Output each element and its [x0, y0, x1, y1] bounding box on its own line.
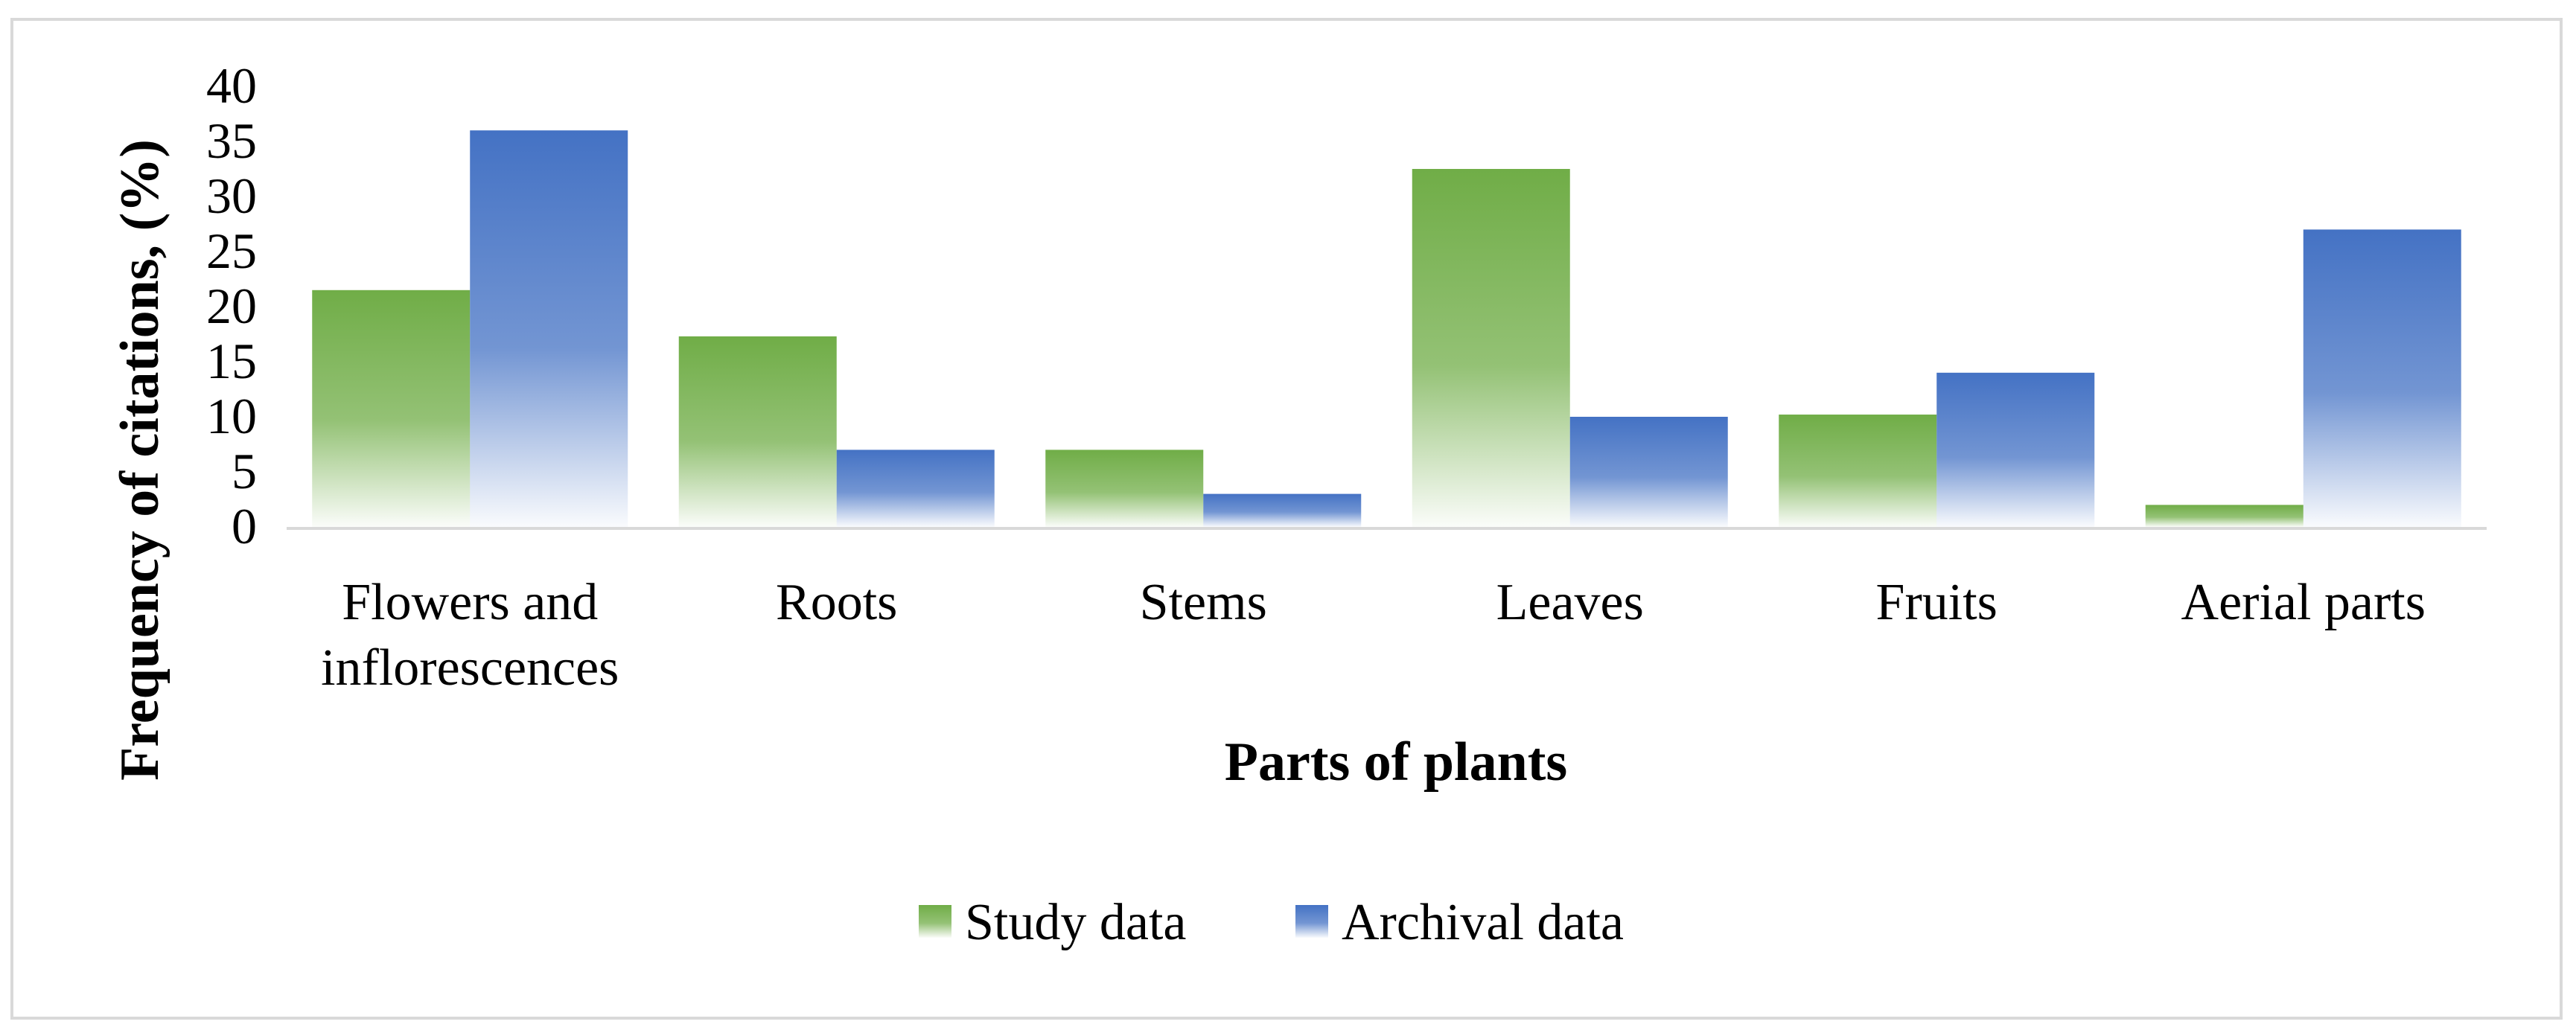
bar-study — [1779, 415, 1937, 527]
bar-archival — [2303, 229, 2461, 527]
y-tick-label: 25 — [206, 223, 257, 279]
bar-study — [678, 336, 837, 527]
bar-archival — [470, 130, 628, 527]
y-tick-label: 10 — [206, 388, 257, 444]
x-category-label: Stems — [1140, 574, 1267, 631]
bar-study — [1412, 169, 1570, 527]
legend-swatch — [919, 905, 951, 938]
y-tick-label: 15 — [206, 333, 257, 389]
x-category-label: Roots — [776, 574, 897, 631]
y-axis-title: Frequency of citations, (%) — [109, 139, 170, 781]
y-tick-label: 40 — [206, 57, 257, 114]
x-category-label: Aerial parts — [2181, 574, 2426, 631]
y-tick-label: 5 — [232, 443, 257, 499]
x-axis-category-labels: Flowers and inflorescences Roots Stems Leave… — [321, 574, 2426, 697]
bar-study — [312, 290, 471, 527]
x-category-label: Flowers and inflorescences — [321, 574, 619, 697]
legend-swatch — [1295, 905, 1328, 938]
x-axis-title: Parts of plants — [1225, 732, 1567, 793]
bar-archival — [836, 450, 995, 527]
y-tick-label: 30 — [206, 167, 257, 224]
bar-archival — [1203, 493, 1362, 527]
legend-label: Study data — [965, 894, 1186, 951]
x-category-label: Leaves — [1496, 574, 1644, 631]
bar-study — [1045, 450, 1204, 527]
bars — [312, 130, 2461, 527]
bar-study — [2145, 505, 2304, 527]
y-tick-label: 0 — [232, 498, 257, 554]
legend: Study data Archival data — [919, 894, 1624, 951]
x-category-label: Fruits — [1876, 574, 1998, 631]
y-tick-label: 35 — [206, 112, 257, 169]
bar-archival — [1569, 417, 1728, 527]
legend-label: Archival data — [1342, 894, 1624, 951]
y-tick-label: 20 — [206, 278, 257, 334]
bar-archival — [1936, 372, 2095, 527]
